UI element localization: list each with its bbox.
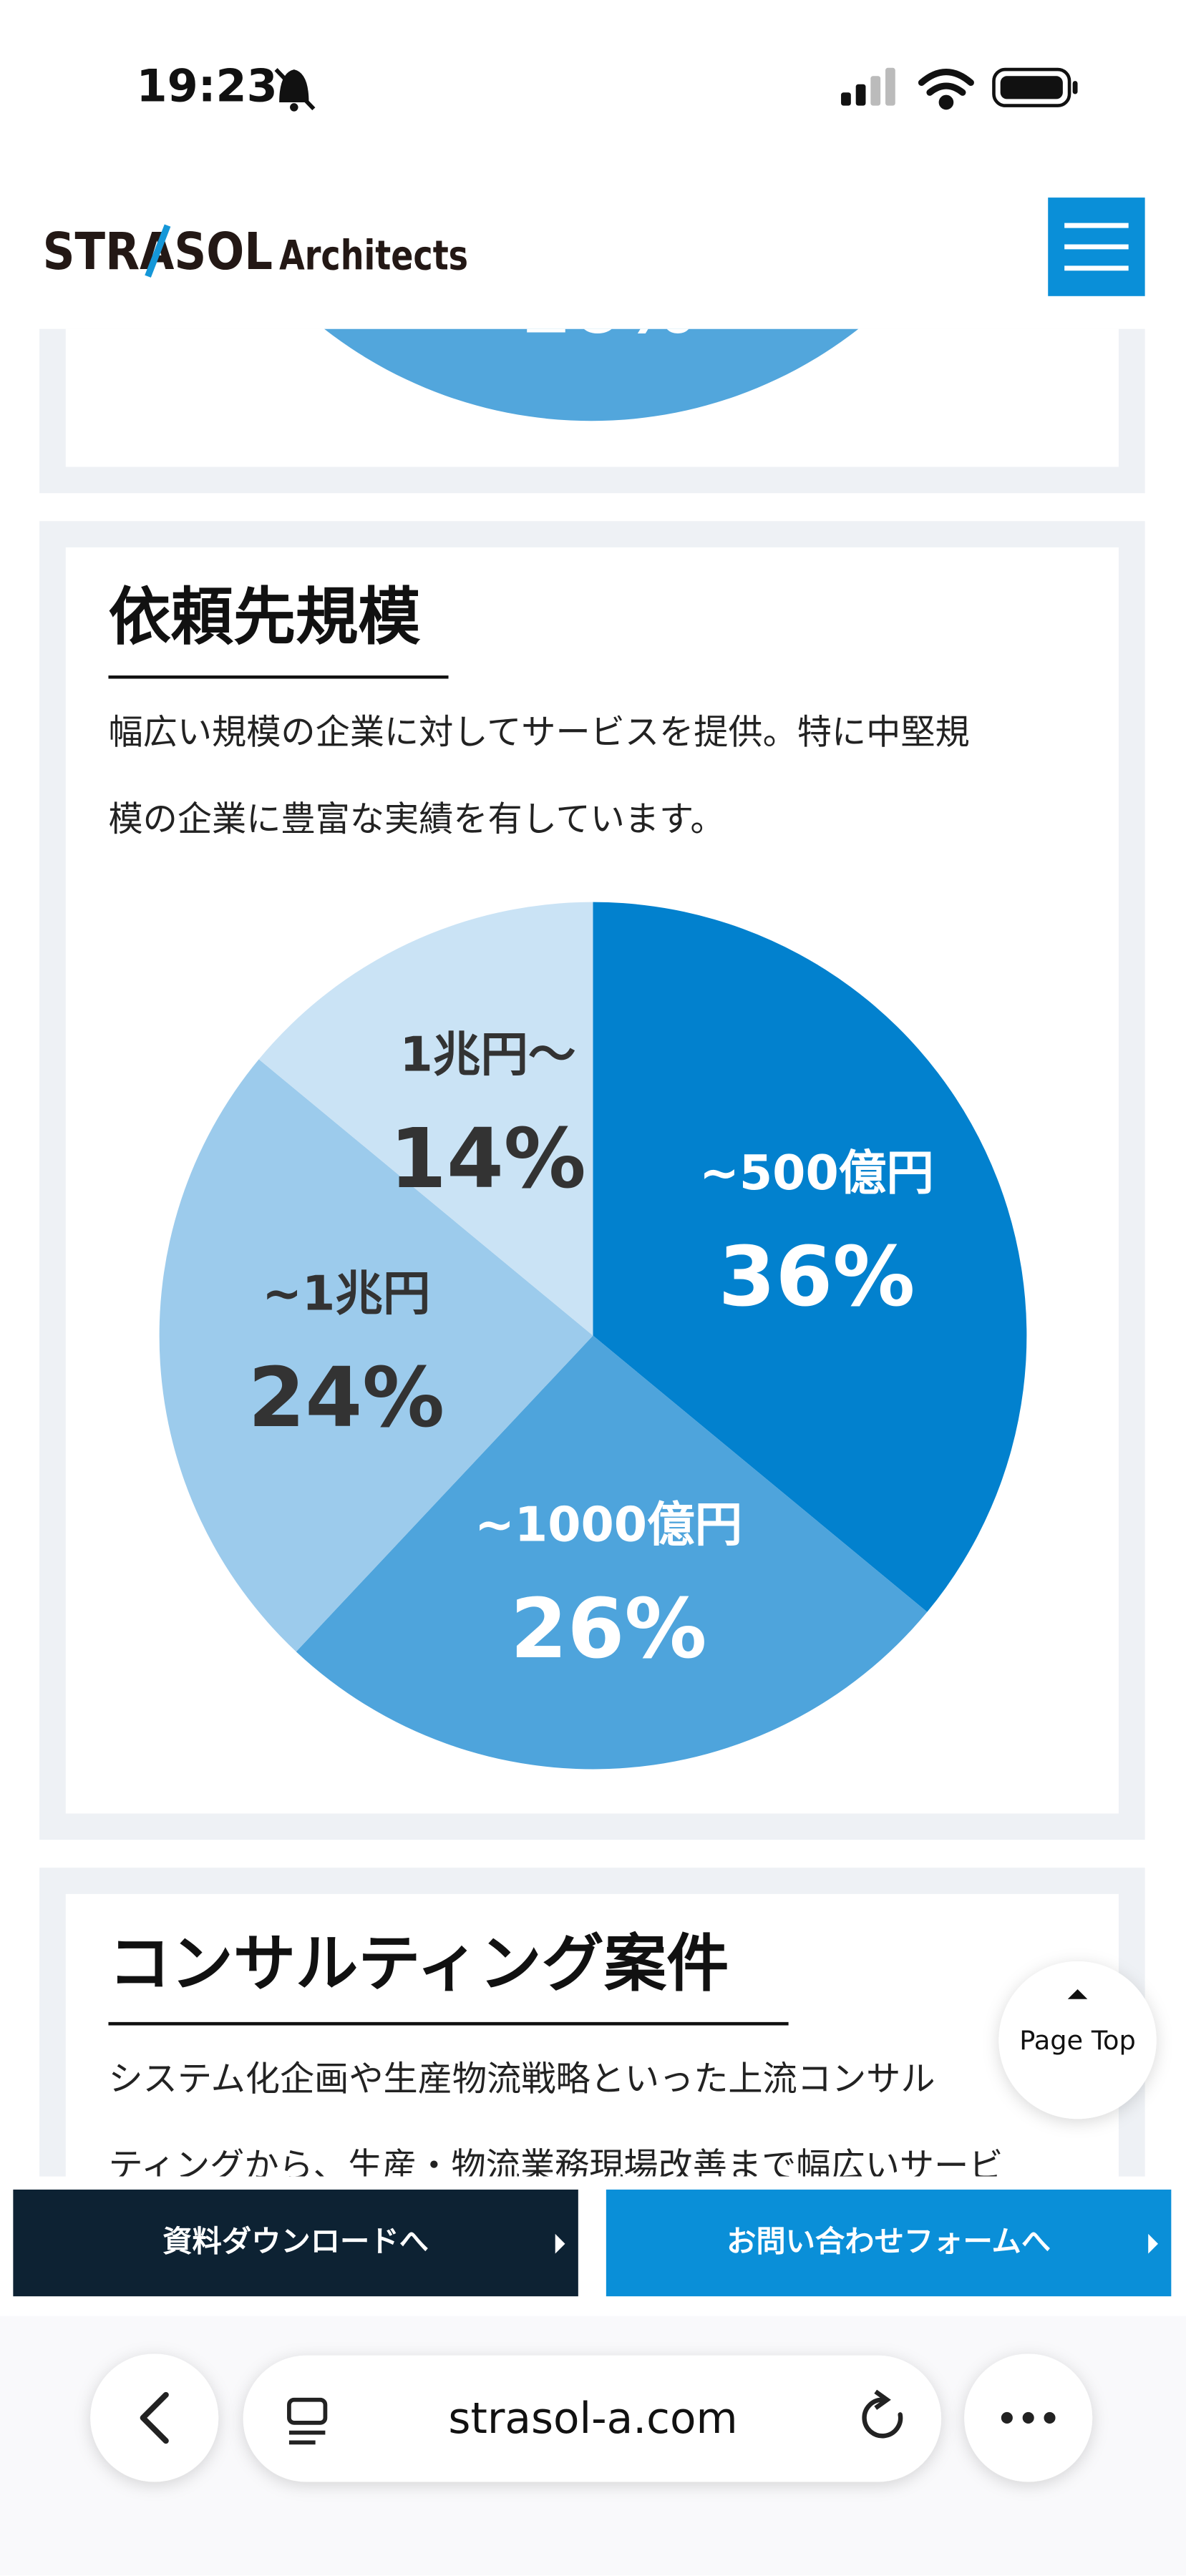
battery-icon [992, 67, 1078, 107]
contact-label[interactable]: お問い合わせフォームへ [726, 2225, 1051, 2259]
previous-fragment: 26% [521, 265, 694, 350]
page-top-button[interactable]: Page Top [998, 1961, 1157, 2119]
pie-slice [159, 1059, 593, 1652]
page-top-arrow [1067, 1989, 1088, 1999]
description: システム化企画や生産物流戦略といった上流コンサル [108, 2059, 935, 2099]
previous-pie [324, 328, 859, 421]
description: 幅広い規模の企業に対してサービスを提供。特に中堅規 [108, 713, 969, 753]
menu-icon [1064, 223, 1129, 271]
download-button[interactable] [13, 2189, 578, 2297]
page-top-circle[interactable] [998, 1961, 1157, 2119]
card [65, 1893, 1119, 2206]
slice-value: 24% [248, 1350, 444, 1446]
url-bar[interactable] [243, 2355, 942, 2482]
status-time: 19:23 [136, 60, 277, 112]
url-text[interactable]: strasol-a.com [448, 2394, 737, 2444]
tabs-icon [287, 2397, 328, 2445]
section-title: 依頼先規模 [108, 580, 421, 653]
slice-category: ~1000億円 [475, 1497, 742, 1553]
slice-category: ~1兆円 [262, 1266, 430, 1322]
slice-value: 36% [719, 1229, 915, 1325]
logo-slash [145, 224, 171, 278]
slice-category: 1兆円～ [399, 1026, 575, 1082]
arrow-icon [555, 2233, 565, 2254]
download-label[interactable]: 資料ダウンロードへ [162, 2225, 429, 2259]
wifi-icon [918, 68, 974, 110]
back-icon [140, 2391, 169, 2444]
slice-value: 14% [389, 1111, 586, 1207]
back-button[interactable] [90, 2353, 219, 2482]
description: 模の企業に豊富な実績を有しています。 [108, 799, 724, 839]
slice-category: ~500億円 [699, 1145, 934, 1201]
reload-icon[interactable] [862, 2397, 903, 2439]
arrow-icon [1148, 2233, 1158, 2254]
mute-icon [274, 68, 316, 112]
reload-arrow [874, 2389, 891, 2410]
section-title: コンサルティング案件 [108, 1927, 729, 2000]
more-icon [1001, 2411, 1056, 2424]
pie-slice [258, 902, 593, 1336]
contact-button[interactable] [606, 2189, 1172, 2297]
pie-slice [593, 902, 1027, 1612]
slice-value: 26% [510, 1581, 707, 1677]
description: ティングから、生産・物流業務現場改善まで幅広いサービ [108, 2146, 1003, 2186]
logo-suffix: Architects [279, 232, 468, 280]
signal-icon [841, 67, 895, 106]
pie-chart: ~500億円 36% ~1000億円 26% ~1兆円 24% 1兆円～ 14% [159, 902, 1027, 1770]
pie-slice [296, 1335, 928, 1770]
page-top-label[interactable]: Page Top [1019, 2025, 1136, 2056]
